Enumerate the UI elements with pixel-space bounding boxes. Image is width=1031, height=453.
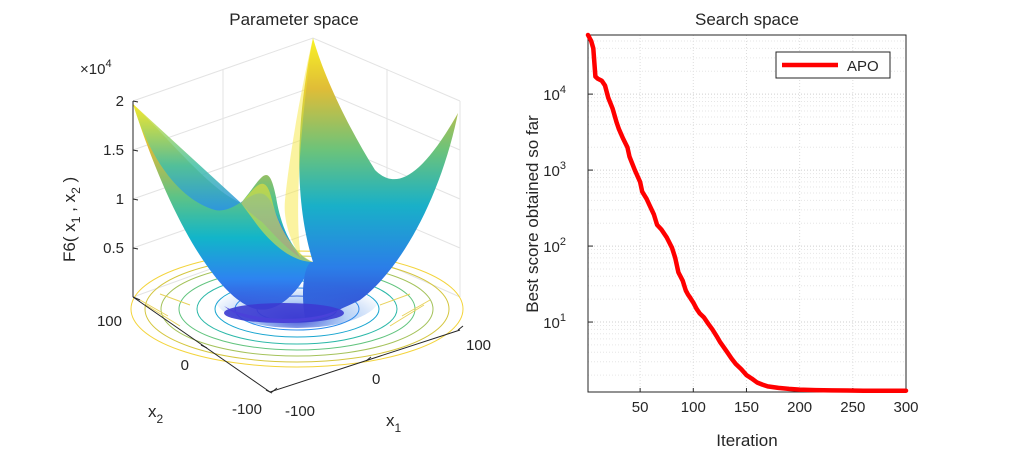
x2-axis: 100 0 -100 x2 xyxy=(97,296,273,426)
y-tick-label: 102 xyxy=(543,236,566,256)
legend: APO xyxy=(775,51,891,79)
x1-tick-label: -100 xyxy=(285,403,315,420)
convergence-plot: Search space 50 100 150 200 250 300 101 102 103 1… xyxy=(523,10,919,450)
x2-tick-label: 100 xyxy=(97,313,122,330)
z-axis: 2 1.5 1 0.5 ×104 F6( x1 , x2 ) xyxy=(60,58,139,262)
convergence-ticks: 50 100 150 200 250 300 101 102 103 104 xyxy=(543,84,918,416)
x-tick-label: 50 xyxy=(632,399,649,416)
z-tick-label: 1 xyxy=(116,191,124,208)
z-tick-label: 1.5 xyxy=(103,142,124,159)
x-tick-label: 150 xyxy=(734,399,759,416)
surface-mesh xyxy=(133,38,458,328)
x1-tick-label: 0 xyxy=(372,371,380,388)
y-axis-label: Best score obtained so far xyxy=(523,115,542,313)
x1-axis-label: x1 xyxy=(386,411,402,435)
z-tick-label: 0.5 xyxy=(103,240,124,257)
z-multiplier: ×104 xyxy=(80,58,112,78)
x2-tick-label: -100 xyxy=(232,401,262,418)
x1-axis: -100 0 100 x1 xyxy=(271,325,491,435)
x2-axis-label: x2 xyxy=(148,402,164,426)
z-tick-label: 2 xyxy=(116,93,124,110)
plot-area-frame xyxy=(587,34,907,393)
y-tick-label: 104 xyxy=(543,84,566,104)
x-tick-label: 100 xyxy=(681,399,706,416)
x2-tick-label: 0 xyxy=(181,357,189,374)
x-axis-label: Iteration xyxy=(716,431,777,450)
convergence-grid xyxy=(588,35,907,392)
x-tick-label: 300 xyxy=(893,399,918,416)
x-tick-label: 200 xyxy=(787,399,812,416)
series-line-apo xyxy=(585,32,909,393)
y-tick-label: 101 xyxy=(543,312,566,332)
legend-label-apo: APO xyxy=(847,58,879,75)
x1-tick-label: 100 xyxy=(466,337,491,354)
surface-plot: Parameter space xyxy=(60,10,491,435)
y-tick-label: 103 xyxy=(543,160,566,180)
convergence-title: Search space xyxy=(695,10,799,29)
z-axis-label: F6( x1 , x2 ) xyxy=(60,177,83,262)
x-tick-label: 250 xyxy=(840,399,865,416)
surface-title: Parameter space xyxy=(229,10,358,29)
